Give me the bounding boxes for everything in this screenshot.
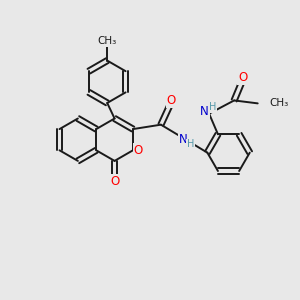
- Text: CH₃: CH₃: [269, 98, 288, 108]
- Text: O: O: [167, 94, 176, 107]
- Text: O: O: [134, 144, 143, 157]
- Text: N: N: [179, 133, 188, 146]
- Text: O: O: [110, 175, 119, 188]
- Text: N: N: [200, 105, 209, 118]
- Text: H: H: [187, 140, 194, 149]
- Text: CH₃: CH₃: [98, 36, 117, 46]
- Text: O: O: [238, 71, 247, 84]
- Text: H: H: [209, 102, 216, 112]
